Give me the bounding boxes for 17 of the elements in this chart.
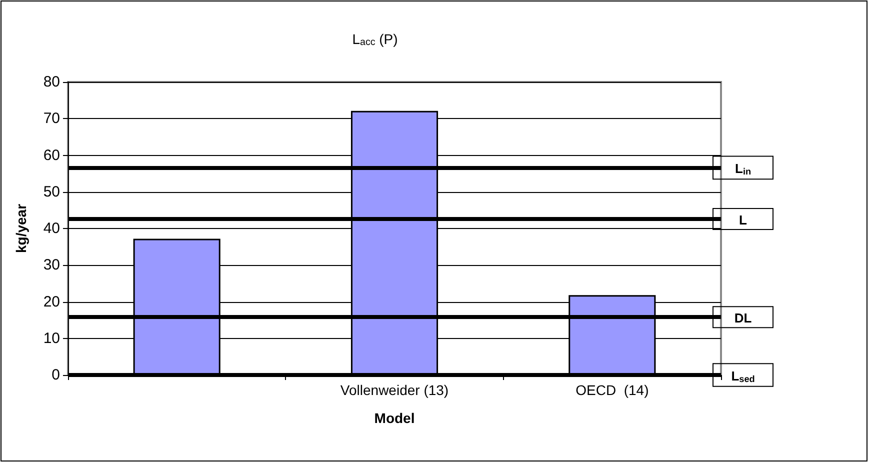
ref-line-label: L: [739, 212, 748, 228]
y-tick-label: 30: [43, 256, 60, 274]
y-tick-label: 40: [43, 220, 60, 237]
x-tick-label: OECD (14): [576, 382, 649, 398]
y-tick-label: 50: [43, 183, 60, 200]
x-tick-label: Vollenweider (13): [340, 382, 449, 398]
y-axis-title: kg/year: [13, 203, 29, 254]
y-tick-label: 10: [43, 330, 60, 347]
y-tick-label: 20: [43, 293, 60, 310]
ref-line-label: Lsed: [731, 368, 755, 384]
ref-line-label: DL: [734, 310, 752, 326]
ref-line-label: Lin: [734, 161, 752, 177]
x-axis-title: Model: [374, 410, 415, 426]
y-tick-label: 60: [43, 146, 60, 164]
y-tick-label: 80: [43, 74, 60, 90]
y-tick-label: 0: [52, 366, 60, 384]
y-tick-label: 70: [43, 110, 60, 128]
